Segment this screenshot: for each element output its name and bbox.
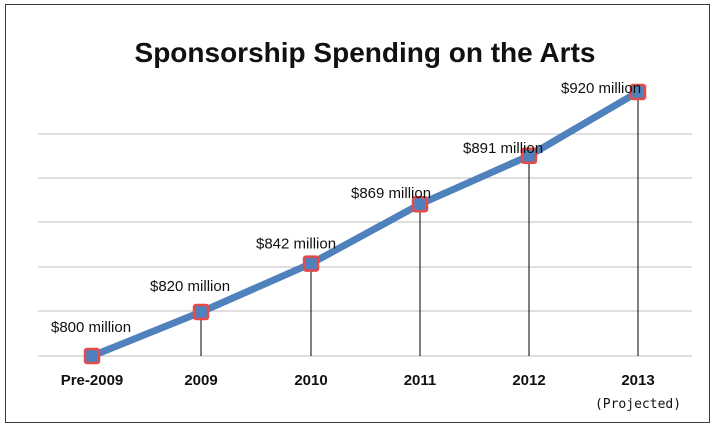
- series-line-layer: [88, 88, 642, 360]
- data-point: [411, 195, 429, 213]
- data-point: [302, 255, 320, 272]
- x-tick-label: 2009: [184, 372, 217, 389]
- grid-lines: [38, 133, 692, 357]
- data-labels: $800 million $820 million $842 million $869…: [51, 80, 641, 336]
- data-point: [83, 347, 101, 365]
- data-point: [629, 83, 647, 101]
- data-label: $920 million: [561, 80, 641, 97]
- drop-lines: [200, 92, 639, 356]
- x-tick-label: 2012: [512, 372, 545, 389]
- x-tick-label: 2013: [621, 372, 654, 389]
- data-label: $891 million: [463, 140, 543, 157]
- x-axis-ticks: Pre-2009 2009 2010 2011 2012 2013 (Projected): [61, 372, 681, 412]
- x-tick-label: Pre-2009: [61, 372, 124, 389]
- data-label: $820 million: [150, 278, 230, 295]
- x-tick-sublabel: (Projected): [595, 397, 681, 412]
- chart-title: Sponsorship Spending on the Arts: [135, 37, 596, 68]
- data-label: $842 million: [256, 236, 336, 253]
- data-point: [192, 303, 210, 321]
- x-tick-label: 2010: [294, 372, 327, 389]
- data-label: $800 million: [51, 319, 131, 336]
- x-tick-label: 2011: [404, 372, 437, 389]
- series-line: [88, 88, 642, 360]
- data-point: [520, 147, 538, 165]
- data-label: $869 million: [351, 185, 431, 202]
- chart-frame: [5, 4, 710, 423]
- data-markers: [83, 83, 647, 365]
